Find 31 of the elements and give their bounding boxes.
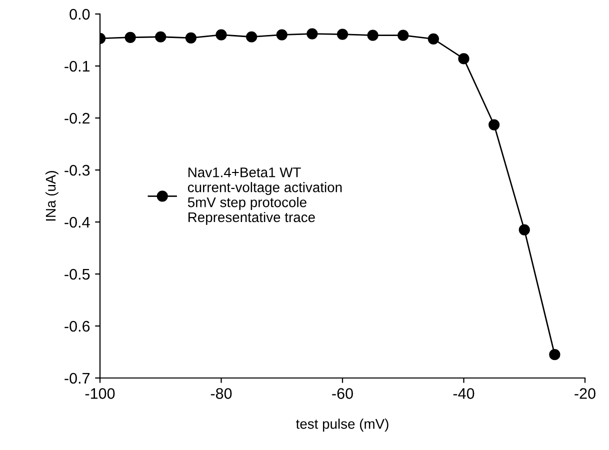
y-tick-label: -0.5 <box>64 268 90 280</box>
x-axis-title: test pulse (mV) <box>296 418 388 432</box>
point <box>518 224 530 236</box>
point <box>155 31 166 42</box>
y-tick-label: -0.6 <box>64 320 90 332</box>
point <box>276 29 288 40</box>
point <box>124 32 136 43</box>
y-tick-label: -0.2 <box>64 112 90 124</box>
x-tick-label: -20 <box>574 388 596 399</box>
y-tick-label: -0.1 <box>64 60 90 72</box>
point <box>367 30 378 41</box>
x-tick-label: -80 <box>210 388 232 399</box>
x-tick-label: -60 <box>332 388 353 399</box>
point <box>246 31 258 42</box>
y-tick-label: -0.7 <box>64 372 90 384</box>
y-tick-label: 0.0 <box>70 8 90 20</box>
y-tick-label: -0.3 <box>64 164 90 176</box>
point <box>549 349 560 360</box>
point <box>306 28 318 40</box>
legend-label: Nav1.4+Beta1 WT current-voltage activation 5mV step protocole Representative trace <box>188 168 342 225</box>
point <box>216 29 227 40</box>
point <box>185 32 196 44</box>
point <box>488 119 500 130</box>
point <box>428 33 439 45</box>
point <box>458 53 470 64</box>
x-tick-label: -100 <box>85 388 115 399</box>
y-tick-label: -0.4 <box>64 216 90 228</box>
y-axis-title: INa (uA) <box>45 171 58 221</box>
x-tick-label: -40 <box>453 388 474 399</box>
point <box>398 30 409 41</box>
point <box>336 28 348 40</box>
